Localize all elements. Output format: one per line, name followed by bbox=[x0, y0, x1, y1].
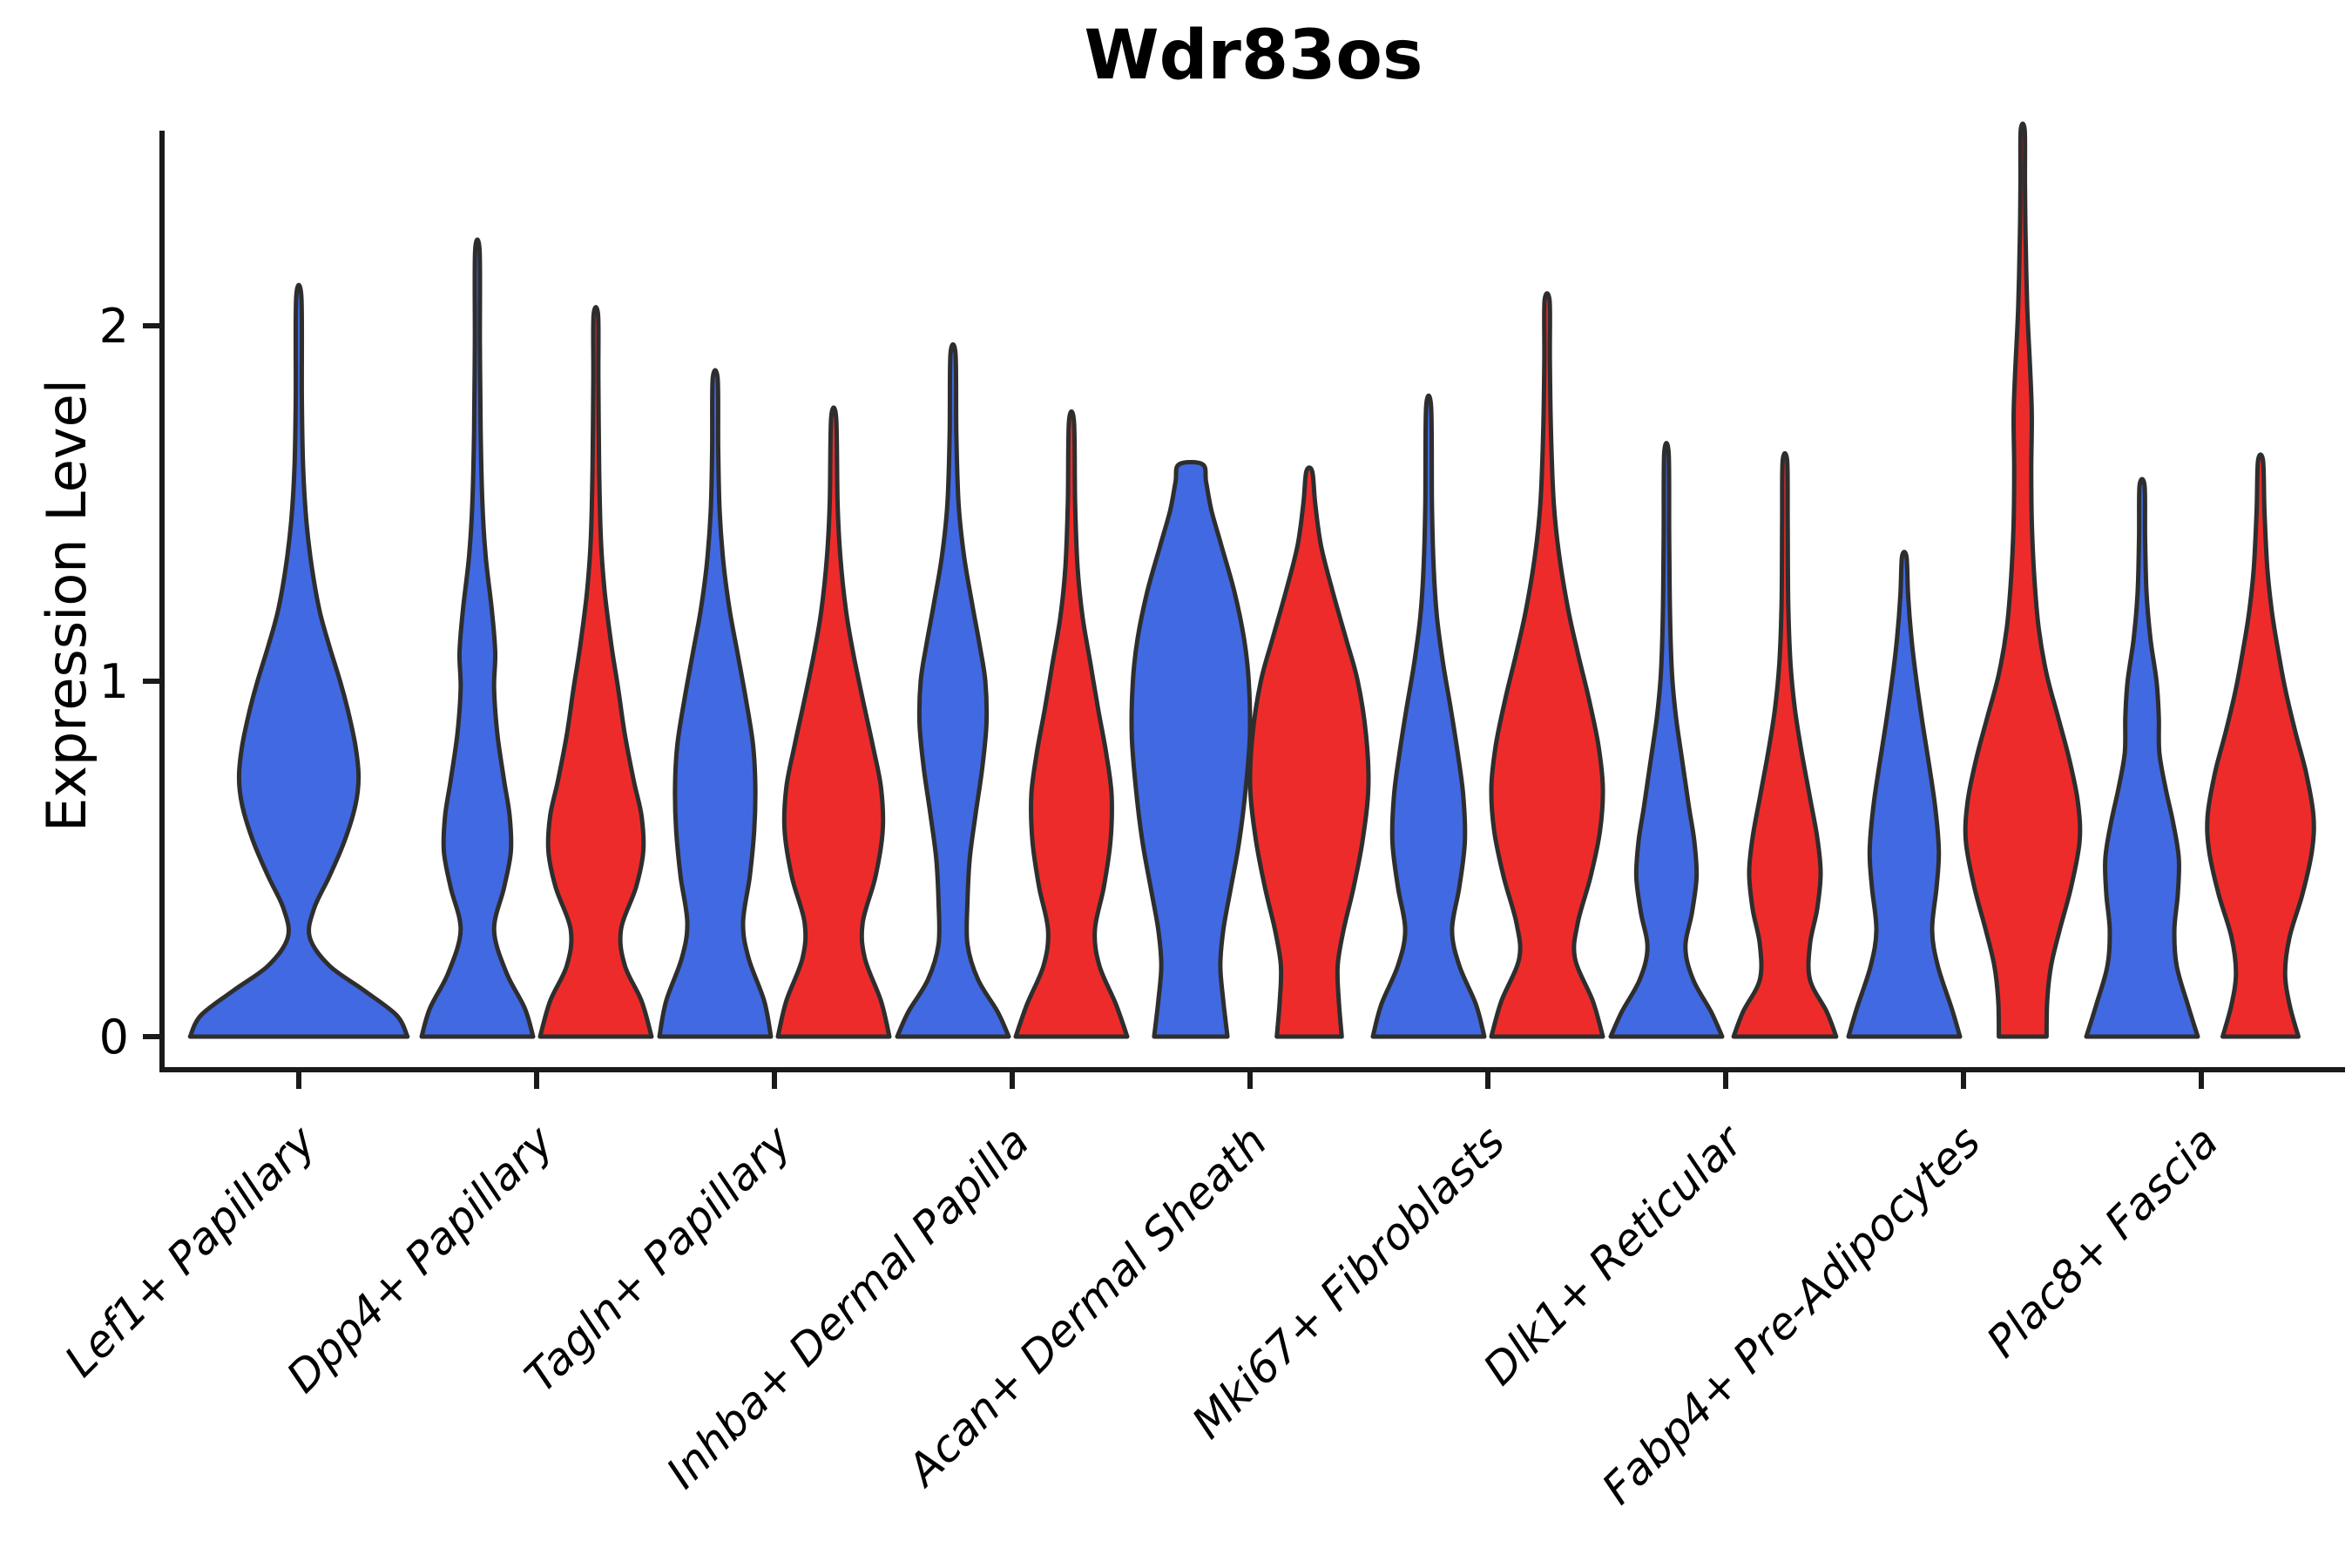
violin-dlk1-reticular-red bbox=[1731, 450, 1839, 1039]
violin-inhba-dermal-papilla-red bbox=[1013, 409, 1130, 1039]
violin-mki67-fibroblasts-blue bbox=[1370, 393, 1487, 1039]
violin-tagln-papillary-red bbox=[775, 405, 892, 1039]
violin-fabp4-pre-adipocytes-blue bbox=[1846, 550, 1963, 1039]
y-tick-label: 0 bbox=[99, 1010, 129, 1064]
violin-lef1-papillary-blue bbox=[187, 282, 410, 1039]
x-tick-label-fabp4-pre-adipocytes: Fabp4+ Pre-Adipocytes bbox=[1592, 1116, 1990, 1514]
x-tick-label-tagln-papillary: Tagln+ Papillary bbox=[515, 1115, 801, 1402]
violin-plac8-fascia-red bbox=[2205, 452, 2316, 1039]
violin-inhba-dermal-papilla-blue bbox=[895, 341, 1011, 1039]
violin-plac8-fascia-blue bbox=[2084, 476, 2200, 1039]
violin-acan-dermal-sheath-blue bbox=[1129, 460, 1253, 1039]
x-tick-label-plac8-fascia: Plac8+ Fascia bbox=[1977, 1116, 2228, 1367]
chart-title: Wdr83os bbox=[1084, 17, 1423, 95]
y-tick-label: 2 bbox=[99, 299, 129, 354]
violin-acan-dermal-sheath-red bbox=[1247, 465, 1371, 1039]
y-tick-label: 1 bbox=[99, 654, 129, 709]
violin-dpp4-papillary-blue bbox=[419, 237, 536, 1039]
x-tick-label-dlk1-reticular: Dlk1+ Reticular bbox=[1474, 1114, 1754, 1395]
violin-fabp4-pre-adipocytes-red bbox=[1963, 121, 2083, 1039]
x-tick-label-lef1-papillary: Lef1+ Papillary bbox=[55, 1115, 326, 1386]
violin-tagln-papillary-blue bbox=[657, 368, 774, 1039]
violin-dlk1-reticular-blue bbox=[1608, 441, 1725, 1039]
violin-dpp4-papillary-red bbox=[537, 305, 654, 1039]
violin-mki67-fibroblasts-red bbox=[1489, 291, 1605, 1039]
